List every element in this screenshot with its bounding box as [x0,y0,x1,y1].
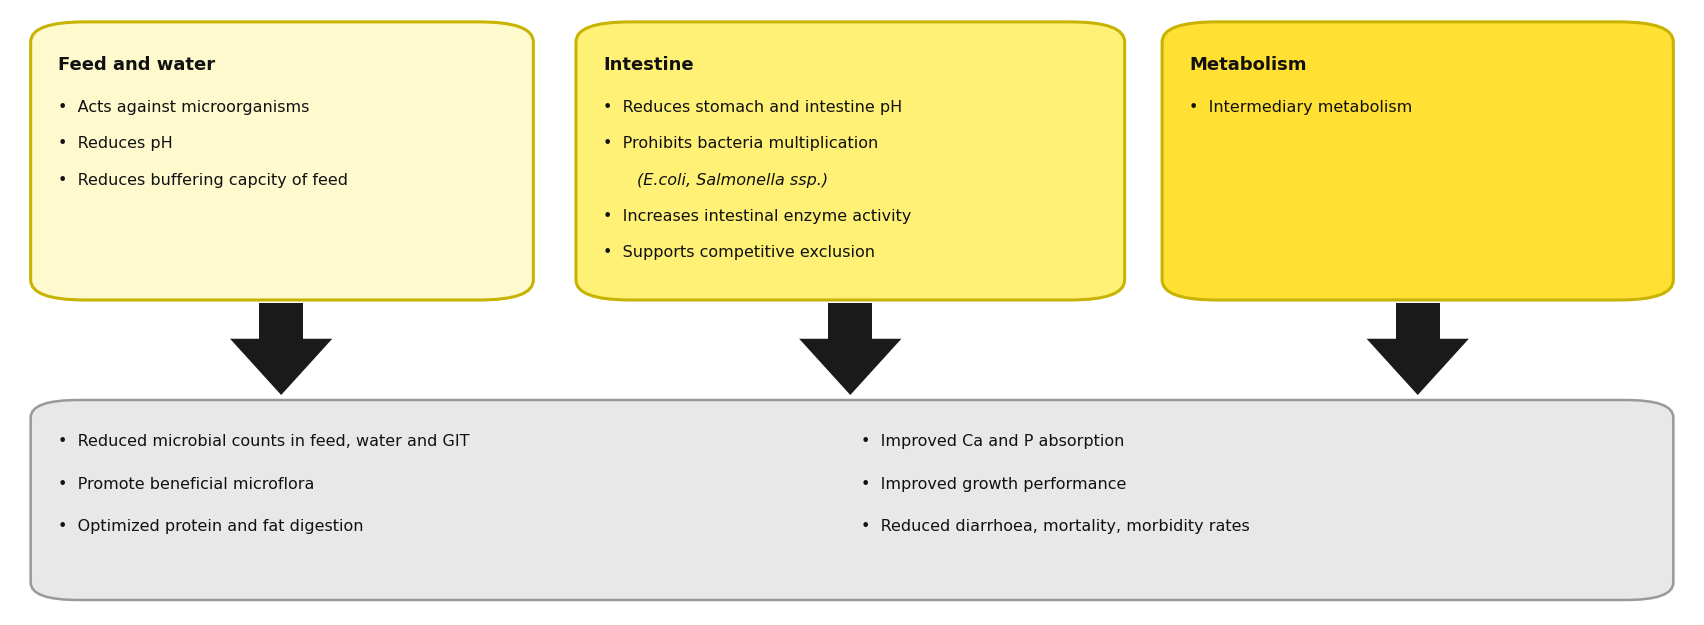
Polygon shape [1367,339,1469,395]
Text: •  Reduces stomach and intestine pH: • Reduces stomach and intestine pH [603,100,903,115]
Text: •  Prohibits bacteria multiplication: • Prohibits bacteria multiplication [603,136,879,151]
FancyBboxPatch shape [31,22,533,300]
Text: •  Reduced microbial counts in feed, water and GIT: • Reduced microbial counts in feed, wate… [58,434,469,449]
Text: •  Reduces buffering capcity of feed: • Reduces buffering capcity of feed [58,173,348,188]
Polygon shape [799,339,901,395]
Text: •  Improved Ca and P absorption: • Improved Ca and P absorption [861,434,1125,449]
Polygon shape [828,303,872,339]
Polygon shape [230,339,332,395]
FancyBboxPatch shape [31,400,1673,600]
Text: Feed and water: Feed and water [58,56,215,74]
Text: •  Reduced diarrhoea, mortality, morbidity rates: • Reduced diarrhoea, mortality, morbidit… [861,519,1249,534]
Text: •  Increases intestinal enzyme activity: • Increases intestinal enzyme activity [603,209,912,224]
Polygon shape [1396,303,1440,339]
Text: •  Intermediary metabolism: • Intermediary metabolism [1189,100,1413,115]
Text: •  Improved growth performance: • Improved growth performance [861,477,1126,492]
Text: Intestine: Intestine [603,56,694,74]
Text: •  Supports competitive exclusion: • Supports competitive exclusion [603,245,876,260]
Text: •  Acts against microorganisms: • Acts against microorganisms [58,100,310,115]
Text: Metabolism: Metabolism [1189,56,1307,74]
Text: (E.coli, Salmonella ssp.): (E.coli, Salmonella ssp.) [637,173,828,188]
FancyBboxPatch shape [1162,22,1673,300]
Text: •  Promote beneficial microflora: • Promote beneficial microflora [58,477,314,492]
Text: •  Reduces pH: • Reduces pH [58,136,172,151]
FancyBboxPatch shape [576,22,1125,300]
Polygon shape [259,303,303,339]
Text: •  Optimized protein and fat digestion: • Optimized protein and fat digestion [58,519,363,534]
